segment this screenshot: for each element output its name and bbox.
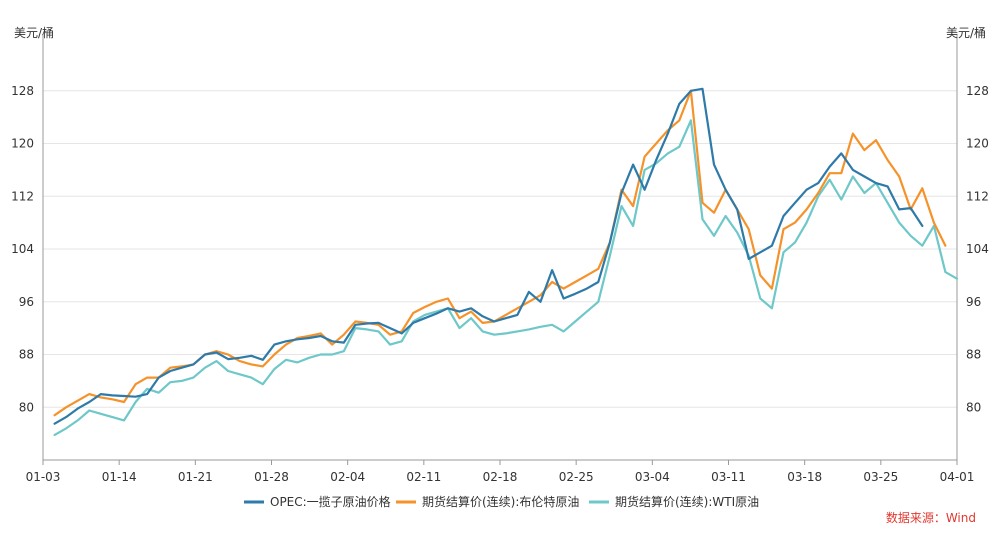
- left-y-axis-unit: 美元/桶: [14, 25, 54, 40]
- legend-item-wti[interactable]: 期货结算价(连续):WTI原油: [589, 494, 759, 509]
- right-y-tick-80: 80: [966, 400, 981, 414]
- left-y-tick-80: 80: [19, 400, 34, 414]
- series-line-wti: [53, 119, 959, 436]
- left-y-tick-96: 96: [19, 295, 34, 309]
- left-y-tick-labels: 80 88 96 104 112 120 128: [11, 84, 34, 415]
- x-tick-label-02-04: 02-04: [330, 470, 365, 484]
- legend: OPEC:一揽子原油价格 期货结算价(连续):布伦特原油 期货结算价(连续):W…: [244, 494, 759, 509]
- x-tick-label-03-04: 03-04: [635, 470, 670, 484]
- series-line-opec: [53, 87, 924, 425]
- left-y-tick-104: 104: [11, 242, 34, 256]
- x-tick-label-01-21: 01-21: [178, 470, 213, 484]
- x-tick-labels: 01-03 01-14 01-21 01-28 02-04 02-11 02-18 02-25…: [26, 460, 975, 484]
- legend-item-brent[interactable]: 期货结算价(连续):布伦特原油: [396, 494, 579, 509]
- x-tick-label-01-14: 01-14: [102, 470, 137, 484]
- x-tick-label-03-11: 03-11: [711, 470, 746, 484]
- legend-item-opec[interactable]: OPEC:一揽子原油价格: [244, 494, 391, 509]
- x-tick-label-03-18: 03-18: [787, 470, 822, 484]
- x-tick-label-02-11: 02-11: [406, 470, 441, 484]
- series-lines: [53, 87, 959, 436]
- x-tick-label-02-18: 02-18: [483, 470, 518, 484]
- legend-label-opec: OPEC:一揽子原油价格: [270, 494, 391, 509]
- right-y-tick-120: 120: [966, 137, 989, 151]
- x-tick-label-04-01: 04-01: [940, 470, 975, 484]
- gridlines: [43, 90, 957, 408]
- x-tick-label-01-28: 01-28: [254, 470, 289, 484]
- left-y-tick-120: 120: [11, 137, 34, 151]
- left-y-tick-128: 128: [11, 84, 34, 98]
- data-source-note: 数据来源：Wind: [886, 510, 976, 525]
- legend-label-wti: 期货结算价(连续):WTI原油: [615, 494, 759, 509]
- right-y-tick-labels: 80 88 96 104 112 120 128: [966, 84, 989, 415]
- x-tick-label-02-25: 02-25: [559, 470, 594, 484]
- right-y-tick-96: 96: [966, 295, 981, 309]
- x-tick-label-01-03: 01-03: [26, 470, 61, 484]
- right-y-axis-unit: 美元/桶: [946, 25, 986, 40]
- x-tick-label-03-25: 03-25: [863, 470, 898, 484]
- left-y-tick-88: 88: [19, 348, 34, 362]
- right-y-tick-88: 88: [966, 348, 981, 362]
- right-y-tick-104: 104: [966, 242, 989, 256]
- left-y-tick-112: 112: [11, 189, 34, 203]
- right-y-tick-112: 112: [966, 189, 989, 203]
- axes: [42, 34, 958, 461]
- right-y-tick-128: 128: [966, 84, 989, 98]
- legend-label-brent: 期货结算价(连续):布伦特原油: [422, 494, 579, 509]
